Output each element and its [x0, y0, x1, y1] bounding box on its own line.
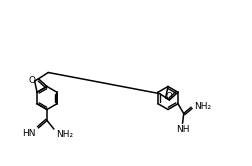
Text: O: O: [28, 76, 35, 84]
Text: NH₂: NH₂: [194, 102, 210, 111]
Text: NH: NH: [175, 125, 188, 134]
Text: NH₂: NH₂: [56, 130, 73, 139]
Text: HN: HN: [22, 129, 35, 138]
Text: O: O: [165, 92, 171, 101]
